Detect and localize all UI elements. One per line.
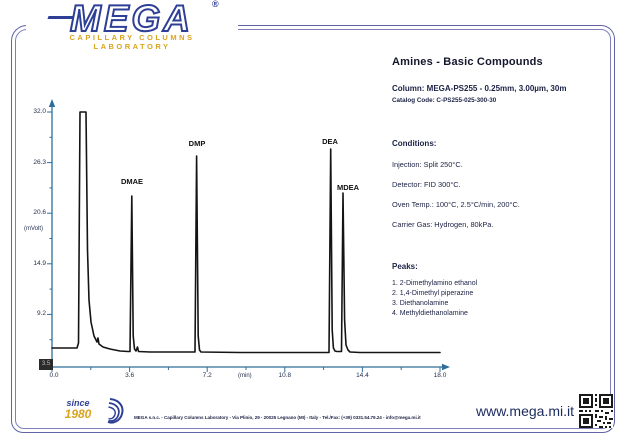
x-tick-3: 3.6 xyxy=(125,372,135,379)
condition-injection: Injection: Split 250°C. xyxy=(392,160,463,169)
outer-border xyxy=(11,25,615,433)
x-tick-0: 0.0 xyxy=(49,372,59,379)
registered-mark: ® xyxy=(212,0,219,9)
y-tick-20: 20.6 xyxy=(33,209,46,217)
condition-carrier-gas: Carrier Gas: Hydrogen, 80kPa. xyxy=(392,220,494,229)
conditions-heading: Conditions: xyxy=(392,139,437,148)
condition-oven-temp: Oven Temp.: 100°C, 2.5°C/min, 200°C. xyxy=(392,200,520,209)
since-1980-logo: since 1980 xyxy=(55,398,101,421)
y-axis-arrow-icon xyxy=(48,99,56,107)
y-tick-32: 32.0 xyxy=(33,108,46,115)
info-panel: Amines - Basic Compounds xyxy=(392,56,614,68)
peak-label-dea: DEA xyxy=(322,137,338,146)
chromatogram-trace xyxy=(51,111,441,354)
peak-list-item-4: 4. Methyldiethanolamine xyxy=(392,310,468,317)
qr-code xyxy=(579,394,613,428)
since-year: 1980 xyxy=(64,407,92,421)
page-title: Amines - Basic Compounds xyxy=(392,56,543,68)
logo-subtitle-2: LABORATORY xyxy=(93,42,171,51)
mega-logo: MEGA ® CAPILLARY COLUMNS LABORATORY xyxy=(26,0,238,52)
peak-label-dmae: DMAE xyxy=(120,177,144,186)
y-tick-26: 26.3 xyxy=(33,158,46,166)
column-spec: Column: MEGA-PS255 - 0.25mm, 3.00µm, 30m xyxy=(392,84,567,93)
y-tick-9: 9.2 xyxy=(36,310,46,318)
condition-detector: Detector: FID 300°C. xyxy=(392,180,461,189)
since-word: since xyxy=(66,398,90,408)
peak-label-dmp: DMP xyxy=(188,139,206,148)
website-link[interactable]: www.mega.mi.it xyxy=(475,403,575,419)
inner-border xyxy=(15,29,611,429)
x-axis-arrow-icon xyxy=(442,363,450,371)
catalog-code: Catalog Code: C-PS255-025-300-30 xyxy=(392,97,497,104)
x-tick-10: 10.8 xyxy=(278,372,292,379)
logo-brand-text: MEGA xyxy=(69,0,193,40)
footer-address: MEGA s.n.c. - Capillary Columns Laborato… xyxy=(134,415,421,420)
x-tick-18: 18.0 xyxy=(433,372,447,379)
peak-list-item-3: 3. Diethanolamine xyxy=(392,300,449,307)
peaks-heading: Peaks: xyxy=(392,262,418,271)
y-origin-value-box: 3.5 xyxy=(39,359,53,370)
peak-list-item-2: 2. 1,4-Dimethyl piperazine xyxy=(392,290,474,297)
x-tick-7: 7.2 xyxy=(202,372,212,379)
x-tick-14: 14.4 xyxy=(356,372,369,379)
swirl-icon xyxy=(107,398,124,424)
x-axis-unit-label: (min) xyxy=(238,373,252,379)
y-tick-14: 14.9 xyxy=(33,259,46,267)
peak-list-item-1: 1. 2-Dimethylamino ethanol xyxy=(392,280,478,287)
logo-subtitle-1: CAPILLARY COLUMNS xyxy=(69,33,195,42)
y-axis-unit-label: (mVolt) xyxy=(24,226,44,232)
peak-label-mdea: MDEA xyxy=(336,183,360,192)
